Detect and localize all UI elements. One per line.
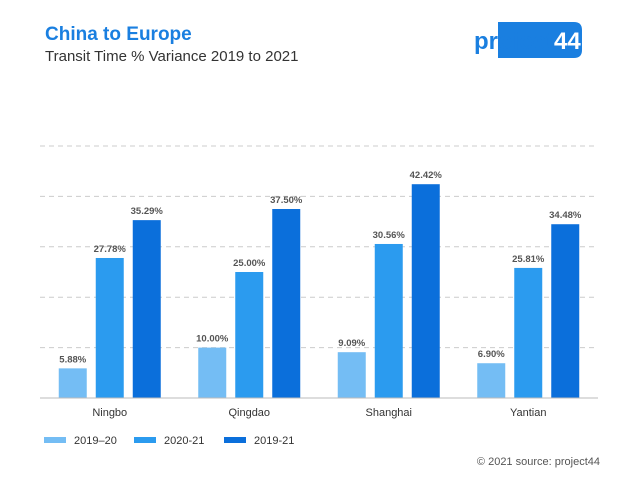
logo-wordmark-number: 44 [554, 28, 581, 55]
source-note: © 2021 source: project44 [476, 456, 600, 468]
project44-logo: project 44 [470, 18, 585, 62]
data-label: 27.78% [94, 244, 127, 255]
bar [337, 352, 366, 398]
legend-label: 2019-21 [254, 435, 294, 447]
data-label: 6.90% [478, 349, 505, 360]
data-label: 9.09% [338, 338, 365, 349]
legend-label: 2019–20 [74, 435, 117, 447]
bar [272, 209, 301, 398]
data-label: 10.00% [196, 334, 229, 345]
data-label: 25.81% [512, 254, 545, 265]
data-label: 42.42% [410, 170, 443, 181]
bar [235, 272, 264, 398]
data-label: 5.88% [59, 354, 86, 365]
data-label: 34.48% [549, 210, 582, 221]
x-tick-labels: Ningbo Qingdao Shanghai Yantian [92, 407, 546, 419]
bar [477, 363, 506, 398]
legend-label: 2020-21 [164, 435, 204, 447]
data-label: 25.00% [233, 258, 266, 269]
x-tick-label: Qingdao [228, 407, 270, 419]
bar [514, 267, 543, 398]
logo-badge [498, 22, 582, 58]
bars [58, 184, 580, 398]
x-tick-label: Yantian [510, 407, 547, 419]
legend-swatch [44, 437, 66, 443]
bar [374, 243, 403, 398]
bar [95, 257, 124, 398]
x-tick-label: Ningbo [92, 407, 127, 419]
legend: 2019–20 2020-21 2019-21 [44, 435, 294, 447]
data-labels: 5.88% 27.78% 35.29% 10.00% 25.00% 37.50% 9.09%… [59, 170, 582, 365]
logo-wordmark-left: project [474, 28, 554, 55]
bar [551, 224, 580, 398]
chart-title: China to Europe [45, 24, 192, 45]
bar [411, 184, 440, 398]
bar [132, 220, 161, 398]
bar [58, 368, 87, 398]
chart-subtitle: Transit Time % Variance 2019 to 2021 [45, 48, 299, 65]
legend-swatch [134, 437, 156, 443]
data-label: 30.56% [373, 230, 406, 241]
data-label: 37.50% [270, 195, 303, 206]
x-tick-label: Shanghai [366, 407, 413, 419]
bar [198, 347, 227, 398]
data-label: 35.29% [131, 206, 164, 217]
legend-swatch [224, 437, 246, 443]
